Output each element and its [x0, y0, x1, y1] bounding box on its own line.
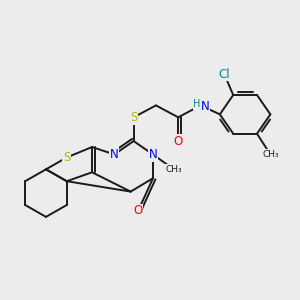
Text: O: O: [174, 135, 183, 148]
Text: S: S: [130, 111, 137, 124]
Text: N: N: [201, 100, 209, 113]
Text: N: N: [148, 148, 157, 161]
Text: CH₃: CH₃: [166, 165, 182, 174]
Text: H: H: [193, 99, 201, 109]
Text: Cl: Cl: [218, 68, 230, 81]
Text: S: S: [63, 151, 70, 164]
Text: N: N: [110, 148, 119, 161]
Text: CH₃: CH₃: [262, 150, 279, 159]
Text: O: O: [134, 204, 143, 218]
